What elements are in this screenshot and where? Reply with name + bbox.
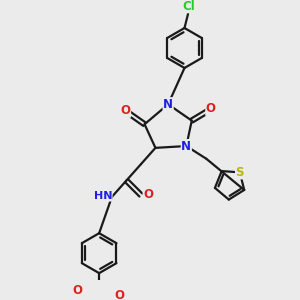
Text: HN: HN xyxy=(94,191,112,201)
Text: S: S xyxy=(236,166,244,179)
Text: Cl: Cl xyxy=(183,0,195,13)
Text: O: O xyxy=(121,104,130,117)
Text: O: O xyxy=(72,284,82,297)
Text: O: O xyxy=(143,188,153,201)
Text: N: N xyxy=(181,140,191,152)
Text: O: O xyxy=(114,289,124,300)
Text: N: N xyxy=(163,98,173,111)
Text: O: O xyxy=(206,102,216,115)
